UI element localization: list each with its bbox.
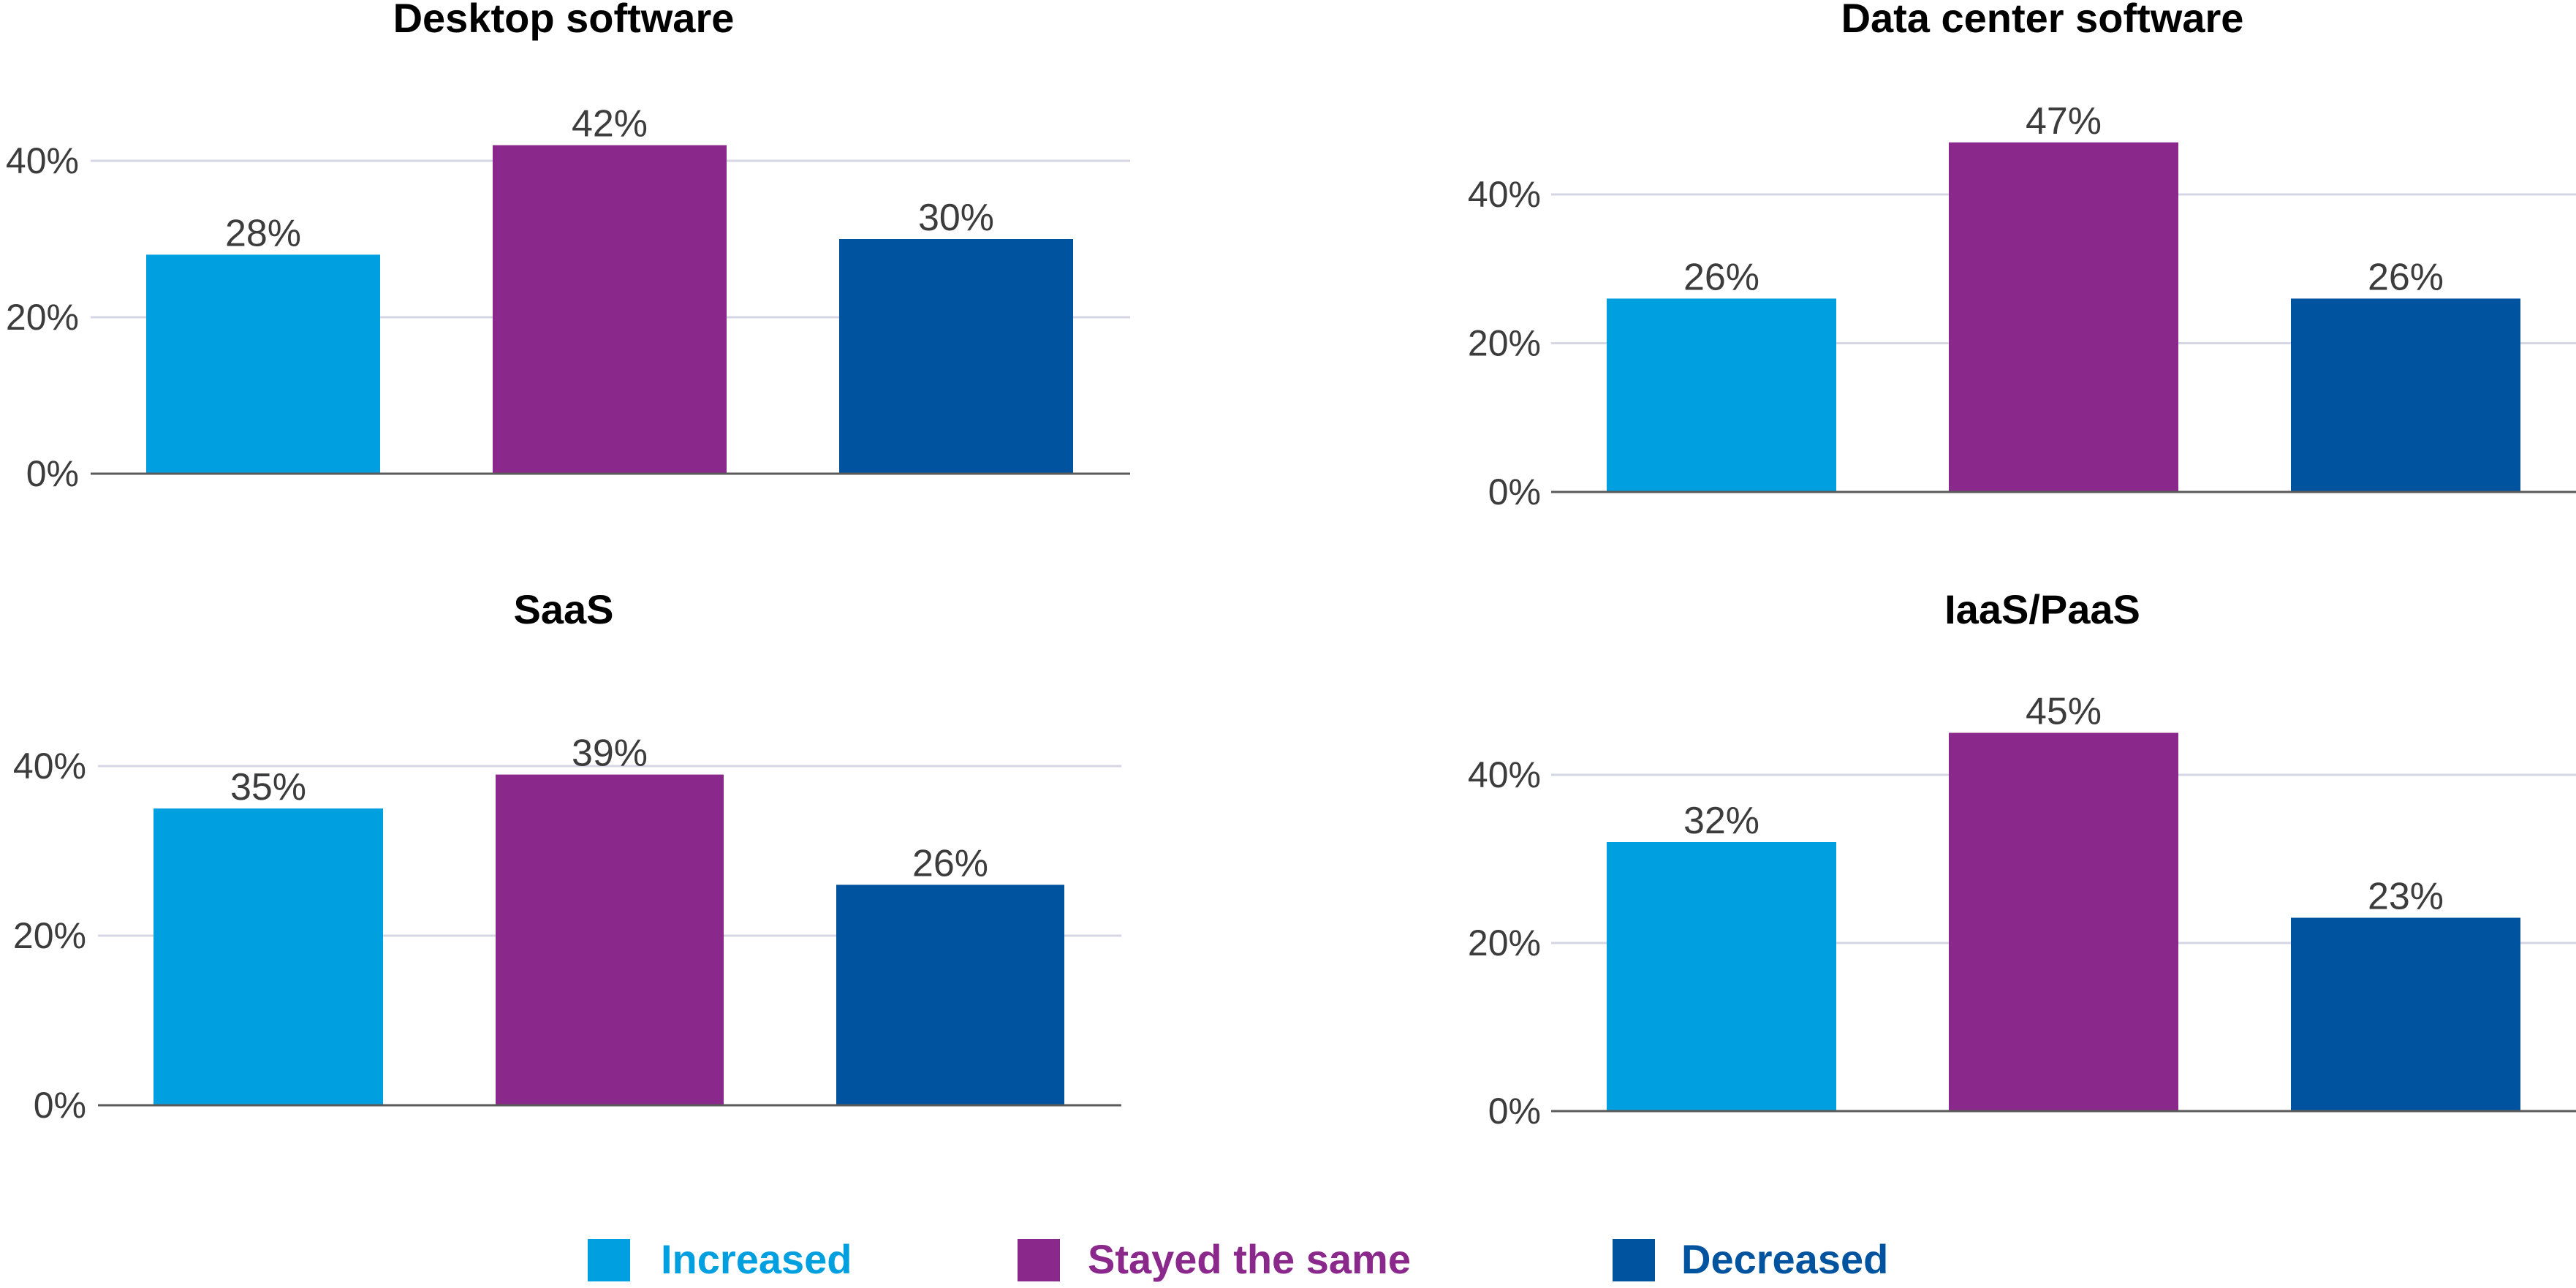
bar-decreased (836, 884, 1064, 1105)
bar-stayed (1949, 142, 2178, 492)
data-label: 47% (2026, 100, 2102, 143)
data-label: 42% (572, 103, 648, 145)
y-tick-label: 20% (1468, 323, 1541, 364)
chart-title: Data center software (1841, 0, 2244, 41)
chart-panel: IaaS/PaaS 0% 20% 40% 32% 45% 23% (1468, 586, 2576, 1132)
bar-decreased (839, 239, 1073, 474)
data-label: 39% (572, 732, 648, 775)
y-tick-label: 20% (1468, 923, 1541, 963)
y-tick-label: 20% (13, 915, 86, 956)
legend-label-decreased: Decreased (1681, 1236, 1888, 1282)
bar-increased (154, 808, 383, 1105)
data-label: 26% (1683, 256, 1759, 298)
legend: Increased Stayed the same Decreased (588, 1236, 1888, 1282)
chart-panel: Data center software 0% 20% 40% 26% 47% 26% (1468, 0, 2576, 512)
bar-increased (146, 254, 380, 474)
legend-label-increased: Increased (661, 1236, 852, 1282)
y-tick-label: 20% (6, 297, 79, 338)
y-tick-label: 40% (13, 746, 86, 787)
chart-title: IaaS/PaaS (1944, 586, 2140, 632)
data-label: 35% (230, 766, 306, 808)
data-label: 32% (1683, 800, 1759, 842)
bar-decreased (2291, 298, 2520, 492)
data-label: 23% (2368, 876, 2444, 918)
chart-panel: Desktop software 0% 20% 40% 28% 42% 30% (6, 0, 1130, 494)
y-tick-label: 0% (26, 453, 79, 494)
bar-stayed (1949, 732, 2178, 1111)
bar-increased (1607, 842, 1836, 1111)
y-tick-label: 0% (34, 1085, 86, 1126)
y-tick-label: 0% (1488, 471, 1541, 512)
chart-title: Desktop software (393, 0, 735, 41)
legend-label-stayed: Stayed the same (1088, 1236, 1411, 1282)
bar-stayed (493, 145, 727, 474)
y-tick-label: 40% (1468, 754, 1541, 795)
legend-swatch-decreased (1613, 1239, 1655, 1281)
data-label: 45% (2026, 691, 2102, 733)
legend-swatch-increased (588, 1239, 630, 1281)
data-label: 30% (918, 197, 994, 239)
chart-panel: SaaS 0% 20% 40% 35% 39% 26% (13, 586, 1121, 1126)
y-tick-label: 0% (1488, 1091, 1541, 1132)
bar-decreased (2291, 917, 2520, 1111)
data-label: 26% (912, 842, 988, 884)
y-tick-label: 40% (6, 140, 79, 181)
bar-stayed (496, 774, 724, 1105)
data-label: 26% (2368, 256, 2444, 298)
chart-title: SaaS (514, 586, 614, 632)
legend-swatch-stayed (1018, 1239, 1060, 1281)
bar-increased (1607, 298, 1836, 492)
y-tick-label: 40% (1468, 174, 1541, 215)
data-label: 28% (225, 212, 301, 254)
